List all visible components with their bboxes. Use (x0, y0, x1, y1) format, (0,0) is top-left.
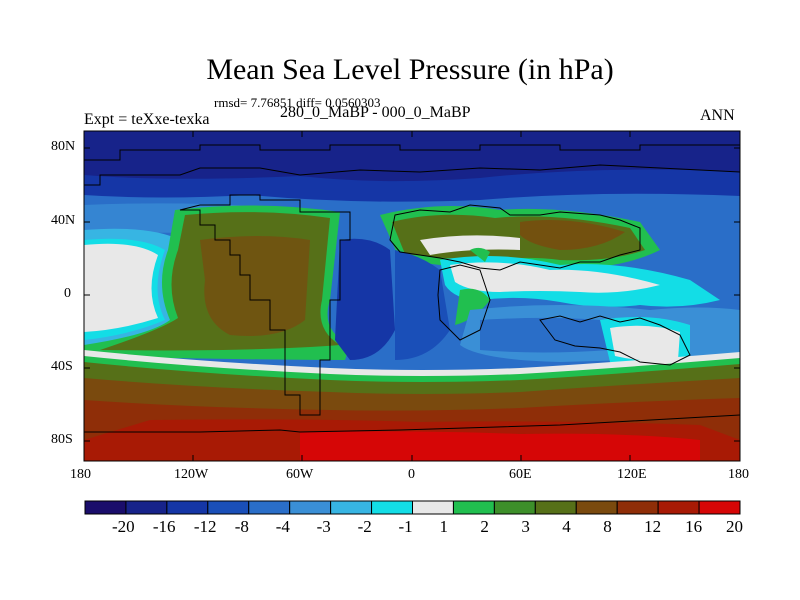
colorbar-swatch (412, 500, 454, 515)
colorbar-swatch (452, 500, 495, 515)
experiment-label: Expt = teXxe-texka (84, 111, 210, 128)
colorbar-label: -1 (398, 517, 413, 536)
colorbar-swatch (616, 500, 659, 515)
lat-tick-label: 80S (51, 432, 73, 447)
map-title: Mean Sea Level Pressure (in hPa) (206, 53, 614, 86)
season-label: ANN (700, 107, 735, 124)
colorbar-label: -3 (316, 517, 331, 536)
colorbar-label: -12 (193, 517, 217, 536)
colorbar-swatch (698, 500, 741, 515)
colorbar-swatch (575, 500, 618, 515)
lon-tick-label: 0 (408, 467, 415, 482)
lon-tick-label: 60W (286, 467, 314, 482)
experiment-difference-subtitle: 280_0_MaBP - 000_0_MaBP (280, 104, 471, 121)
lon-tick-label: 120W (174, 467, 209, 482)
colorbar-swatch (657, 500, 700, 515)
colorbar-swatch (289, 500, 332, 515)
colorbar-label: 20 (726, 517, 743, 536)
colorbar-label: 3 (521, 517, 530, 536)
colorbar-swatch (125, 500, 168, 515)
colorbar-label: -20 (111, 517, 135, 536)
colorbar-label: -8 (234, 517, 249, 536)
coastline-outlines (84, 144, 740, 433)
lon-tick-label: 60E (509, 467, 532, 482)
colorbar (84, 500, 741, 515)
colorbar-swatch (207, 500, 250, 515)
lon-tick-label: 120E (617, 467, 647, 482)
colorbar-label: 2 (480, 517, 489, 536)
colorbar-label: 8 (603, 517, 612, 536)
colorbar-label: 16 (685, 517, 703, 536)
colorbar-swatch (84, 500, 127, 515)
colorbar-swatch (493, 500, 536, 515)
axis-ticks (84, 131, 740, 461)
lat-tick-label: 40S (51, 359, 73, 374)
colorbar-label: 4 (562, 517, 571, 536)
colorbar-swatch (248, 500, 291, 515)
lon-tick-label: 180 (728, 467, 749, 482)
colorbar-label: -4 (275, 517, 290, 536)
lon-tick-label: 180 (70, 467, 91, 482)
colorbar-swatch (166, 500, 209, 515)
colorbar-swatch (371, 500, 413, 515)
lat-tick-label: 0 (64, 286, 71, 301)
colorbar-label: -2 (357, 517, 372, 536)
lat-tick-label: 40N (51, 213, 76, 228)
colorbar-swatch (330, 500, 373, 515)
colorbar-label: 1 (439, 517, 448, 536)
lat-tick-label: 80N (51, 139, 76, 154)
rmsd-diff-stats: rmsd= 7.76851 diff= 0.0560303 (214, 95, 381, 110)
colorbar-label: 12 (644, 517, 662, 536)
colorbar-label: -16 (152, 517, 176, 536)
colorbar-swatch (534, 500, 577, 515)
map-field (84, 131, 740, 461)
